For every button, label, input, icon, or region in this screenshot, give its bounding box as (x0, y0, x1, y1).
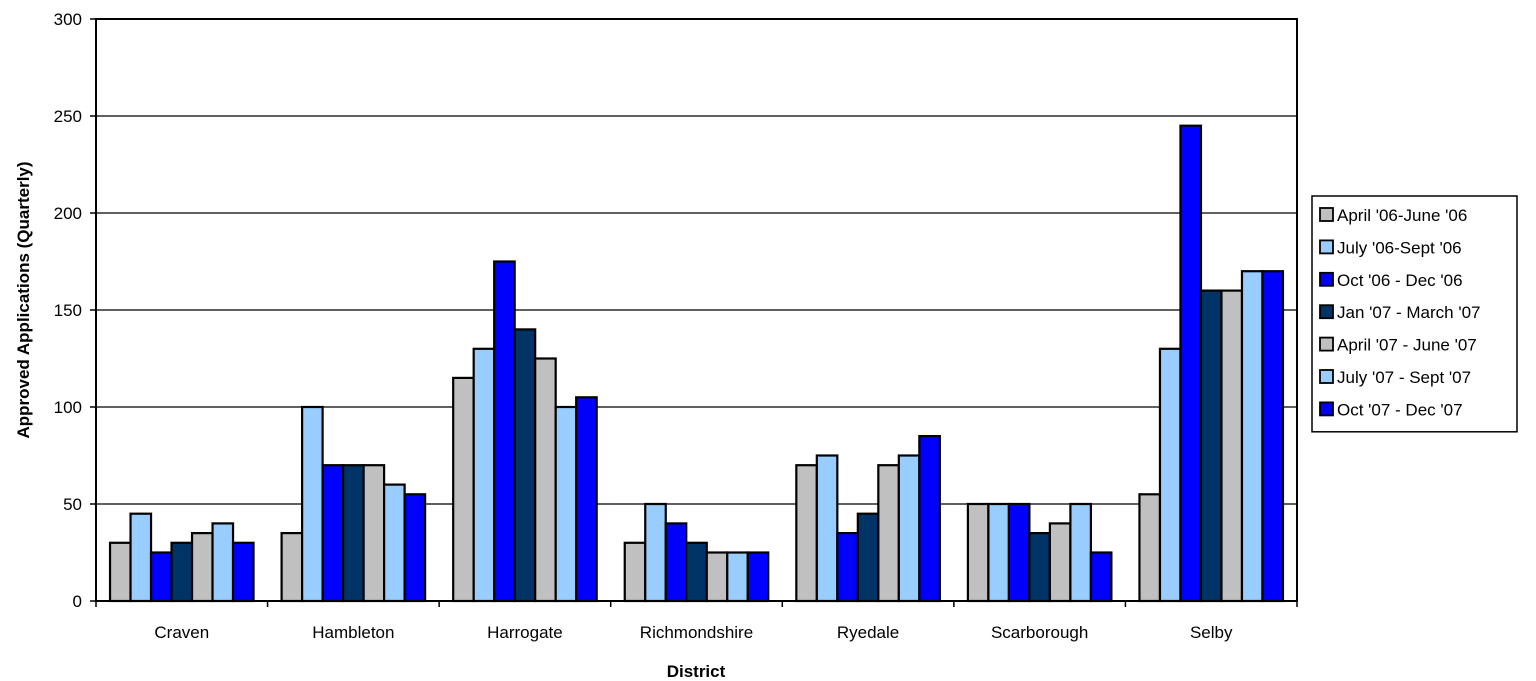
legend-label: July '07 - Sept '07 (1337, 368, 1471, 387)
legend-label: July '06-Sept '06 (1337, 238, 1462, 257)
axes (90, 18, 1298, 607)
plot-frame (95, 18, 1298, 602)
bar (170, 541, 194, 603)
legend-swatch (1319, 271, 1334, 287)
y-tick-label: 50 (63, 495, 82, 514)
legend-label: Jan '07 - March '07 (1337, 303, 1481, 322)
bar (362, 464, 386, 603)
bar (1240, 270, 1264, 603)
bar (1069, 502, 1092, 603)
bar (918, 435, 941, 603)
bar (726, 551, 749, 603)
x-tick-label: Hambleton (312, 623, 394, 642)
legend-label: Oct '07 - Dec '07 (1337, 400, 1463, 419)
x-axis-title: District (667, 662, 726, 681)
legend-label: April '07 - June '07 (1337, 336, 1477, 355)
bar (301, 405, 324, 603)
bar (1179, 124, 1203, 603)
bar (231, 541, 255, 603)
bar (685, 541, 708, 603)
bar (1220, 289, 1244, 603)
y-tick-label: 200 (54, 204, 82, 223)
legend-swatch (1319, 336, 1334, 352)
bar (746, 551, 770, 603)
bar (554, 405, 578, 603)
bar (1138, 493, 1162, 603)
x-tick-label: Ryedale (837, 623, 899, 642)
bar (493, 260, 516, 603)
bar (1007, 502, 1031, 603)
legend-label: Oct '06 - Dec '06 (1337, 271, 1463, 290)
bar (966, 502, 990, 603)
x-tick-label: Scarborough (991, 623, 1088, 642)
bar (403, 493, 427, 603)
legend-box (1311, 195, 1518, 433)
x-tick-labels: Craven Hambleton Harrogate Richmondshire Rye… (154, 623, 1233, 642)
bar (342, 464, 365, 603)
bar (280, 531, 304, 603)
x-tick-label: Richmondshire (640, 623, 753, 642)
bar (575, 396, 598, 603)
bar (644, 502, 667, 603)
bar (1261, 270, 1285, 603)
bar (1028, 531, 1051, 603)
bar (815, 454, 839, 603)
legend-swatch (1319, 207, 1334, 222)
bar (383, 483, 406, 603)
bar (987, 502, 1010, 603)
bar (129, 512, 153, 603)
y-tick-label: 0 (73, 592, 82, 611)
bar (472, 347, 496, 603)
bar (149, 551, 173, 603)
bar (623, 541, 647, 603)
bar (1199, 289, 1223, 603)
bars (108, 124, 1285, 603)
bar (108, 541, 132, 603)
y-axis-title: Approved Applications (Quarterly) (14, 161, 33, 438)
legend: April '06-June '06 July '06-Sept '06 Oct '… (1311, 195, 1518, 433)
x-tick-label: Selby (1190, 623, 1233, 642)
y-tick-labels: 0 50 100 150 200 250 300 (54, 10, 82, 611)
bar (1048, 522, 1072, 603)
bar (877, 464, 900, 603)
legend-swatch (1319, 304, 1334, 320)
x-tick-label: Craven (154, 623, 209, 642)
bar (211, 522, 235, 603)
y-tick-label: 300 (54, 10, 82, 29)
y-tick-label: 150 (54, 301, 82, 320)
bar (836, 531, 859, 603)
legend-swatch (1319, 369, 1334, 384)
bar (1158, 347, 1182, 603)
y-tick-label: 250 (54, 107, 82, 126)
y-tick-label: 100 (54, 398, 82, 417)
bar (705, 551, 729, 603)
bar (1089, 551, 1113, 603)
bar (897, 454, 921, 603)
bar (190, 531, 214, 603)
legend-swatch (1319, 401, 1334, 417)
bar (795, 464, 818, 603)
gridlines (96, 18, 1297, 505)
bar (513, 328, 537, 603)
bar (452, 376, 475, 603)
bar (664, 522, 688, 603)
bar (321, 464, 345, 603)
legend-swatch (1319, 239, 1334, 255)
legend-label: April '06-June '06 (1337, 206, 1467, 225)
bar (856, 512, 880, 603)
bar (534, 357, 557, 603)
x-tick-label: Harrogate (487, 623, 563, 642)
